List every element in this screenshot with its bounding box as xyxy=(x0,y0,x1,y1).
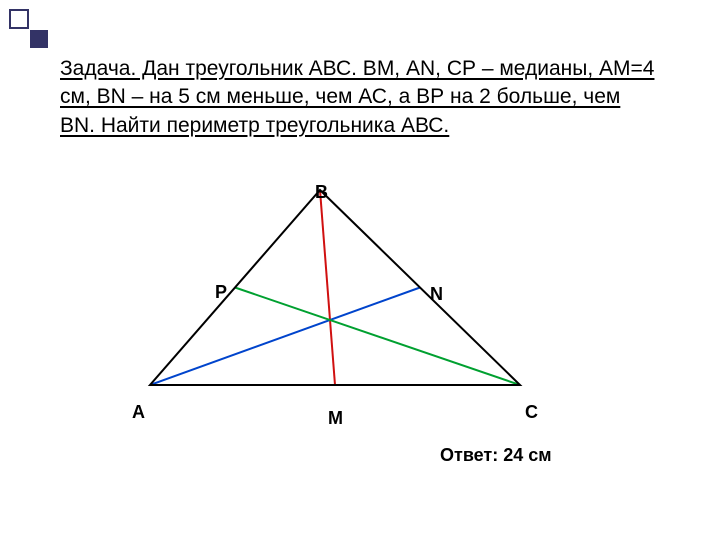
answer-text: Ответ: 24 см xyxy=(440,445,552,466)
label-A: A xyxy=(132,402,145,423)
problem-statement: Задача. Дан треугольник АВС. ВМ, АN, СР … xyxy=(60,55,660,140)
medians xyxy=(150,190,520,385)
label-C: C xyxy=(525,402,538,423)
decor-square-filled xyxy=(30,30,48,48)
label-N: N xyxy=(430,284,443,305)
label-B: B xyxy=(315,182,328,203)
triangle-outline xyxy=(150,190,520,385)
label-P: P xyxy=(215,282,227,303)
median-BM xyxy=(320,190,335,385)
corner-decoration xyxy=(8,8,52,52)
triangle-diagram: ABCMNP xyxy=(120,170,560,420)
label-M: M xyxy=(328,408,343,429)
decor-square-outline xyxy=(10,10,28,28)
